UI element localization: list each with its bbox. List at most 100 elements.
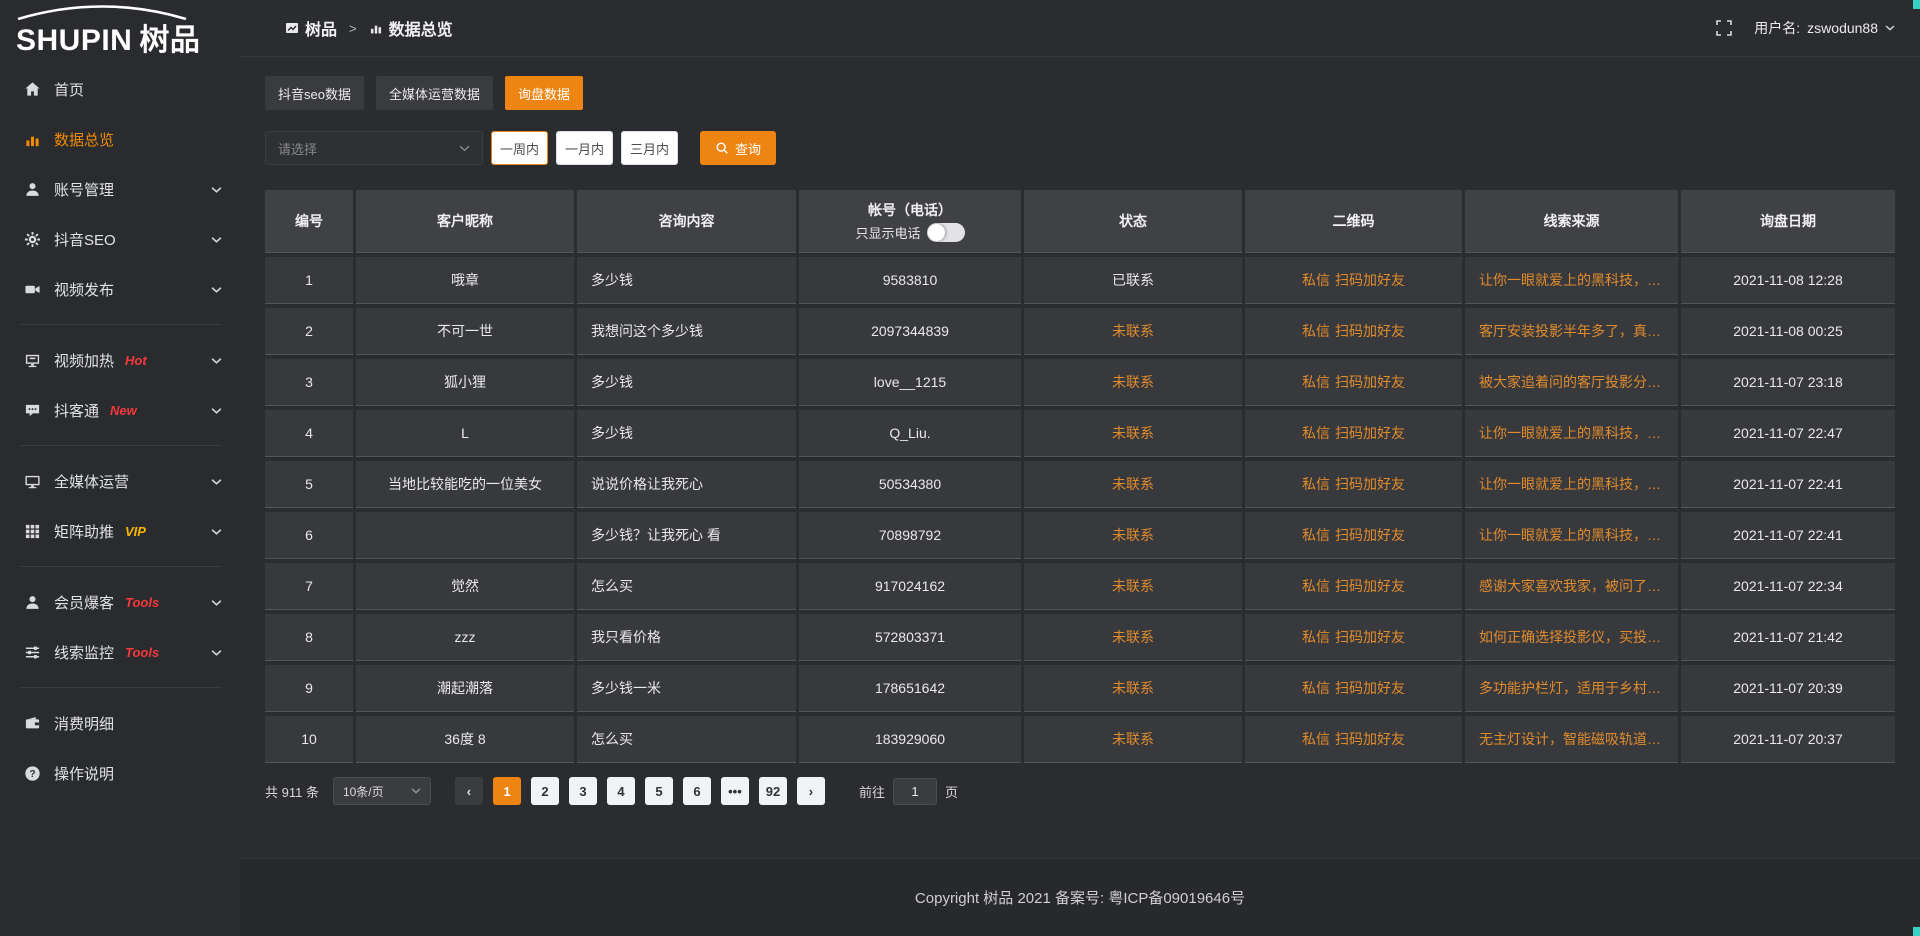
- header-col-date: 询盘日期: [1681, 190, 1895, 253]
- next-page-button[interactable]: ›: [796, 777, 825, 805]
- page-button-4[interactable]: 4: [606, 777, 635, 805]
- sidebar-item-全媒体运营[interactable]: 全媒体运营: [0, 456, 240, 506]
- cell-account: 917024162: [799, 563, 1021, 610]
- qr-scan-add-friend-link[interactable]: 扫码加好友: [1335, 731, 1405, 747]
- search-button-label: 查询: [735, 141, 762, 157]
- cell-source: 让你一眼就爱上的黑科技，能...: [1465, 257, 1678, 304]
- qr-scan-add-friend-link[interactable]: 扫码加好友: [1335, 629, 1405, 645]
- lead-source-link[interactable]: 如何正确选择投影仪，买投影...: [1479, 629, 1664, 645]
- page-button-6[interactable]: 6: [682, 777, 711, 805]
- qr-private-message-link[interactable]: 私信: [1302, 680, 1330, 696]
- sidebar-item-badge: Hot: [125, 352, 147, 368]
- table-row: 6 多少钱？让我死心 看 70898792 未联系 私信 扫码加好友 让你一眼就爱上的黑科技…: [265, 512, 1895, 559]
- grid-icon: [23, 522, 41, 540]
- qr-scan-add-friend-link[interactable]: 扫码加好友: [1335, 527, 1405, 543]
- lead-source-link[interactable]: 让你一眼就爱上的黑科技，能...: [1479, 527, 1664, 543]
- breadcrumb-current[interactable]: 数据总览: [369, 16, 453, 40]
- tab-全媒体运营数据[interactable]: 全媒体运营数据: [375, 76, 493, 110]
- search-button[interactable]: 查询: [700, 131, 777, 165]
- header-col-source: 线索来源: [1465, 190, 1678, 253]
- cell-source: 让你一眼就爱上的黑科技，能...: [1465, 410, 1678, 457]
- qr-scan-add-friend-link[interactable]: 扫码加好友: [1335, 680, 1405, 696]
- period-button-三月内[interactable]: 三月内: [621, 131, 678, 165]
- tab-抖音seo数据[interactable]: 抖音seo数据: [265, 76, 364, 110]
- page-button-92[interactable]: 92: [758, 777, 787, 805]
- scrollbar-top-accent: [1913, 0, 1920, 9]
- more-pages-button[interactable]: •••: [720, 777, 749, 805]
- lead-source-link[interactable]: 无主灯设计，智能磁吸轨道灯...: [1479, 731, 1664, 747]
- breadcrumb-home[interactable]: 树品: [285, 16, 337, 40]
- cell-date: 2021-11-07 20:37: [1681, 716, 1895, 763]
- cell-source: 让你一眼就爱上的黑科技，能...: [1465, 512, 1678, 559]
- period-button-一周内[interactable]: 一周内: [491, 131, 548, 165]
- qr-scan-add-friend-link[interactable]: 扫码加好友: [1335, 323, 1405, 339]
- cell-nickname: L: [356, 410, 574, 457]
- sidebar-item-抖音SEO[interactable]: 抖音SEO: [0, 214, 240, 264]
- page-size-select[interactable]: 10条/页: [332, 777, 431, 805]
- qr-private-message-link[interactable]: 私信: [1302, 272, 1330, 288]
- goto-page-input[interactable]: [892, 777, 937, 805]
- sidebar-item-矩阵助推[interactable]: 矩阵助推 VIP: [0, 506, 240, 556]
- user-menu[interactable]: 用户名: zswodun88: [1754, 18, 1895, 38]
- qr-private-message-link[interactable]: 私信: [1302, 476, 1330, 492]
- sidebar-item-线索监控[interactable]: 线索监控 Tools: [0, 627, 240, 677]
- lead-source-link[interactable]: 让你一眼就爱上的黑科技，能...: [1479, 425, 1664, 441]
- sidebar-item-会员爆客[interactable]: 会员爆客 Tools: [0, 577, 240, 627]
- chevron-down-icon: [411, 788, 421, 794]
- sidebar-item-视频发布[interactable]: 视频发布: [0, 264, 240, 314]
- phone-only-toggle[interactable]: [926, 223, 965, 242]
- sidebar-item-数据总览[interactable]: 数据总览: [0, 114, 240, 164]
- qr-scan-add-friend-link[interactable]: 扫码加好友: [1335, 374, 1405, 390]
- cell-qr: 私信 扫码加好友: [1245, 563, 1462, 610]
- page-button-2[interactable]: 2: [530, 777, 559, 805]
- lead-source-link[interactable]: 客厅安装投影半年多了，真实...: [1479, 323, 1664, 339]
- period-button-一月内[interactable]: 一月内: [556, 131, 613, 165]
- sidebar-item-抖客通[interactable]: 抖客通 New: [0, 385, 240, 435]
- sidebar-item-账号管理[interactable]: 账号管理: [0, 164, 240, 214]
- prev-page-button[interactable]: ‹: [454, 777, 483, 805]
- qr-links: 私信 扫码加好友: [1302, 372, 1405, 392]
- qr-scan-add-friend-link[interactable]: 扫码加好友: [1335, 578, 1405, 594]
- lead-source-link[interactable]: 感谢大家喜欢我家，被问了好...: [1479, 578, 1664, 594]
- sidebar-nav: 首页 数据总览 账号管理 抖音SEO 视频发布视频加热 Hot 抖客通 New 全媒体运营 矩阵助…: [0, 58, 240, 798]
- cell-nickname: 哦章: [356, 257, 574, 304]
- sidebar-item-消费明细[interactable]: 消费明细: [0, 698, 240, 748]
- lead-source-link[interactable]: 让你一眼就爱上的黑科技，能...: [1479, 272, 1664, 288]
- lead-source-link[interactable]: 多功能护栏灯，适用于乡村文...: [1479, 680, 1664, 696]
- cell-status: 已联系: [1024, 257, 1242, 304]
- qr-scan-add-friend-link[interactable]: 扫码加好友: [1335, 272, 1405, 288]
- header-col-content: 咨询内容: [577, 190, 796, 253]
- filter-select[interactable]: 请选择: [265, 131, 483, 165]
- lead-source-link[interactable]: 被大家追着问的客厅投影分享...: [1479, 374, 1664, 390]
- qr-links: 私信 扫码加好友: [1302, 525, 1405, 545]
- sidebar-item-视频加热[interactable]: 视频加热 Hot: [0, 335, 240, 385]
- sidebar-item-badge: VIP: [125, 523, 146, 539]
- lead-source-link[interactable]: 让你一眼就爱上的黑科技，能...: [1479, 476, 1664, 492]
- sidebar-item-首页[interactable]: 首页: [0, 64, 240, 114]
- qr-private-message-link[interactable]: 私信: [1302, 629, 1330, 645]
- sidebar-item-操作说明[interactable]: ? 操作说明: [0, 748, 240, 798]
- qr-private-message-link[interactable]: 私信: [1302, 731, 1330, 747]
- logo-arc: [17, 5, 187, 20]
- page-button-3[interactable]: 3: [568, 777, 597, 805]
- qr-private-message-link[interactable]: 私信: [1302, 323, 1330, 339]
- question-icon: ?: [23, 764, 41, 782]
- qr-private-message-link[interactable]: 私信: [1302, 527, 1330, 543]
- cell-date: 2021-11-07 23:18: [1681, 359, 1895, 406]
- table-row: 10 36度 8 怎么买 183929060 未联系 私信 扫码加好友 无主灯设计，智能磁吸轨…: [265, 716, 1895, 763]
- header-col-no: 编号: [265, 190, 353, 253]
- cell-status: 未联系: [1024, 563, 1242, 610]
- qr-private-message-link[interactable]: 私信: [1302, 425, 1330, 441]
- qr-scan-add-friend-link[interactable]: 扫码加好友: [1335, 425, 1405, 441]
- qr-scan-add-friend-link[interactable]: 扫码加好友: [1335, 476, 1405, 492]
- chevron-down-icon: [1885, 25, 1895, 31]
- page-button-5[interactable]: 5: [644, 777, 673, 805]
- cell-content: 多少钱: [577, 359, 796, 406]
- qr-private-message-link[interactable]: 私信: [1302, 374, 1330, 390]
- page-button-1[interactable]: 1: [492, 777, 521, 805]
- qr-private-message-link[interactable]: 私信: [1302, 578, 1330, 594]
- fullscreen-icon[interactable]: [1716, 20, 1733, 36]
- tab-询盘数据[interactable]: 询盘数据: [504, 76, 583, 110]
- data-tabs: 抖音seo数据 全媒体运营数据 询盘数据: [265, 76, 1895, 110]
